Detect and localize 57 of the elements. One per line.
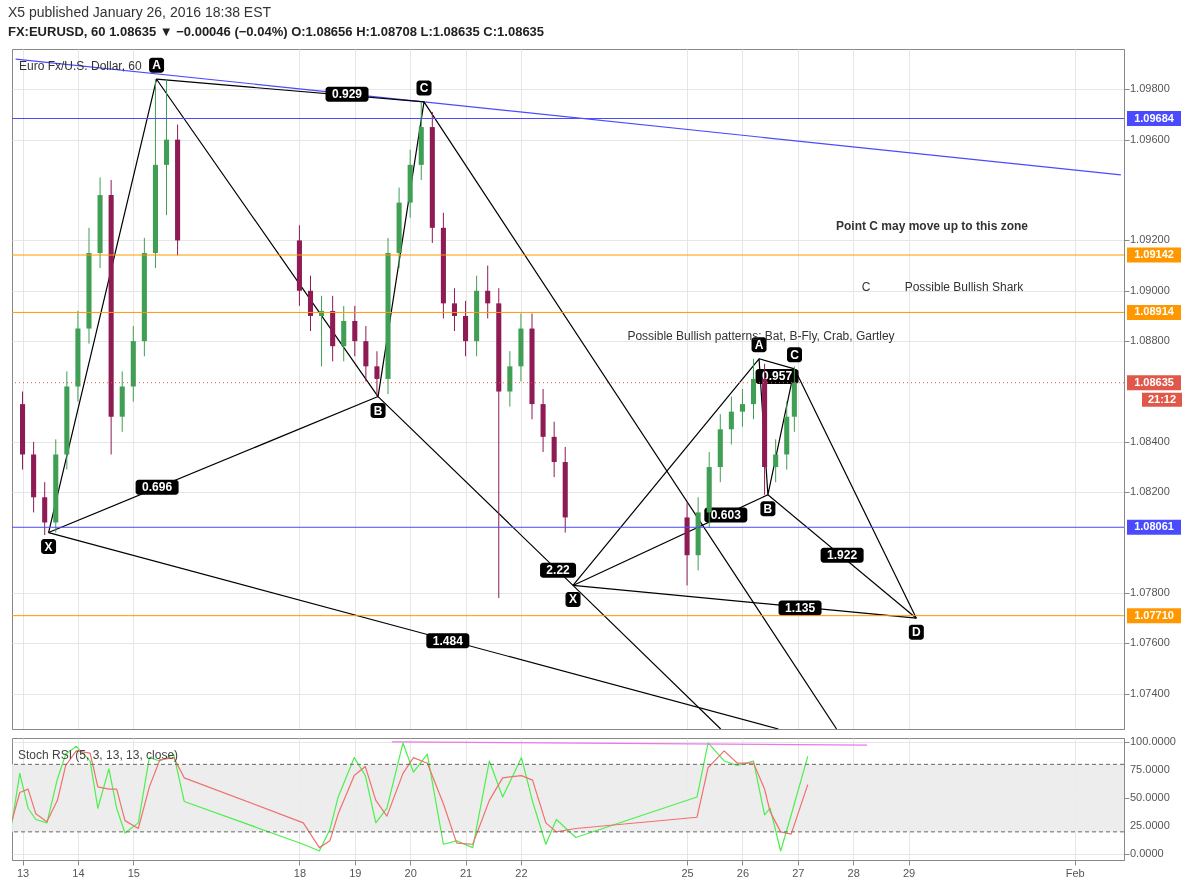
chart-subtitle: X5 published January 26, 2016 18:38 EST: [7, 3, 273, 22]
annotation: 1.135: [785, 601, 816, 616]
y-tick-label: 1.08800: [1130, 334, 1170, 347]
ref-line-label: 1.08061: [1134, 520, 1174, 533]
y-tick-label: 1.09800: [1130, 82, 1170, 95]
annotation: 0.957: [762, 369, 793, 384]
text: 21:12: [1147, 392, 1177, 405]
y-tick-label: 0.0000: [1130, 847, 1164, 860]
annotation: X: [44, 539, 53, 554]
x-tick-label: 20: [404, 866, 417, 879]
y-tick-label: 1.07400: [1130, 686, 1170, 699]
annotation: B: [763, 501, 773, 516]
annotation: Possible Bullish Shark: [904, 280, 1025, 294]
annotation: X: [568, 592, 578, 607]
x-tick-label: 27: [792, 866, 805, 879]
x-tick-label: 22: [515, 866, 528, 879]
x-tick-label: 26: [736, 866, 750, 879]
ref-line-label: 1.07710: [1134, 608, 1174, 621]
annotation: Point C may move up to this zone: [835, 219, 1029, 233]
y-tick-label: 1.09200: [1130, 233, 1170, 246]
x-tick-label: 25: [681, 866, 694, 879]
x-tick-label: Feb: [1065, 866, 1085, 879]
x-tick-label: 15: [127, 866, 140, 879]
x-tick-label: 18: [293, 866, 307, 879]
annotation: 1.922: [827, 548, 858, 563]
y-tick-label: 1.08200: [1130, 485, 1170, 498]
ref-line-label: 1.08635: [1134, 375, 1174, 388]
ref-line-label: 1.08914: [1134, 305, 1175, 318]
annotation: A: [152, 58, 162, 73]
x-tick-label: 21: [459, 866, 473, 879]
annotation: C: [861, 280, 871, 294]
x-tick-label: 13: [16, 866, 30, 879]
x-tick-label: 29: [902, 866, 916, 879]
x-tick-label: 14: [72, 866, 85, 879]
chart-title: FX:EURUSD, 60 1.08635 ▼ −0.00046 (−0.04%) O:1.08656 H:1.08708 L:1.08635 C:1.08635: [7, 23, 546, 41]
annotation: C: [419, 80, 429, 95]
y-tick-label: 1.07600: [1130, 636, 1170, 649]
annotation: 0.603: [710, 507, 742, 522]
y-tick-label: 1.09000: [1130, 283, 1170, 296]
y-tick-label: 1.07800: [1130, 586, 1170, 598]
annotation: 2.22: [546, 563, 571, 578]
x-tick-label: 28: [847, 866, 860, 879]
y-tick-label: 75.0000: [1130, 762, 1170, 775]
annotation: 1.484: [432, 633, 464, 648]
x-tick-label: 19: [349, 866, 362, 879]
y-tick-label: 100.0000: [1130, 734, 1176, 747]
ref-line-label: 1.09142: [1134, 248, 1174, 261]
y-tick-label: 1.08400: [1130, 434, 1170, 447]
annotation: C: [790, 347, 800, 362]
annotation: D: [912, 625, 921, 640]
annotation: 0.929: [332, 87, 363, 102]
ref-line-label: 1.09684: [1134, 111, 1175, 124]
y-tick-label: 50.0000: [1130, 791, 1170, 804]
y-tick-label: 25.0000: [1130, 819, 1170, 832]
annotation: B: [373, 403, 383, 418]
annotation: 0.696: [142, 480, 173, 495]
y-tick-label: 1.09600: [1130, 132, 1170, 145]
